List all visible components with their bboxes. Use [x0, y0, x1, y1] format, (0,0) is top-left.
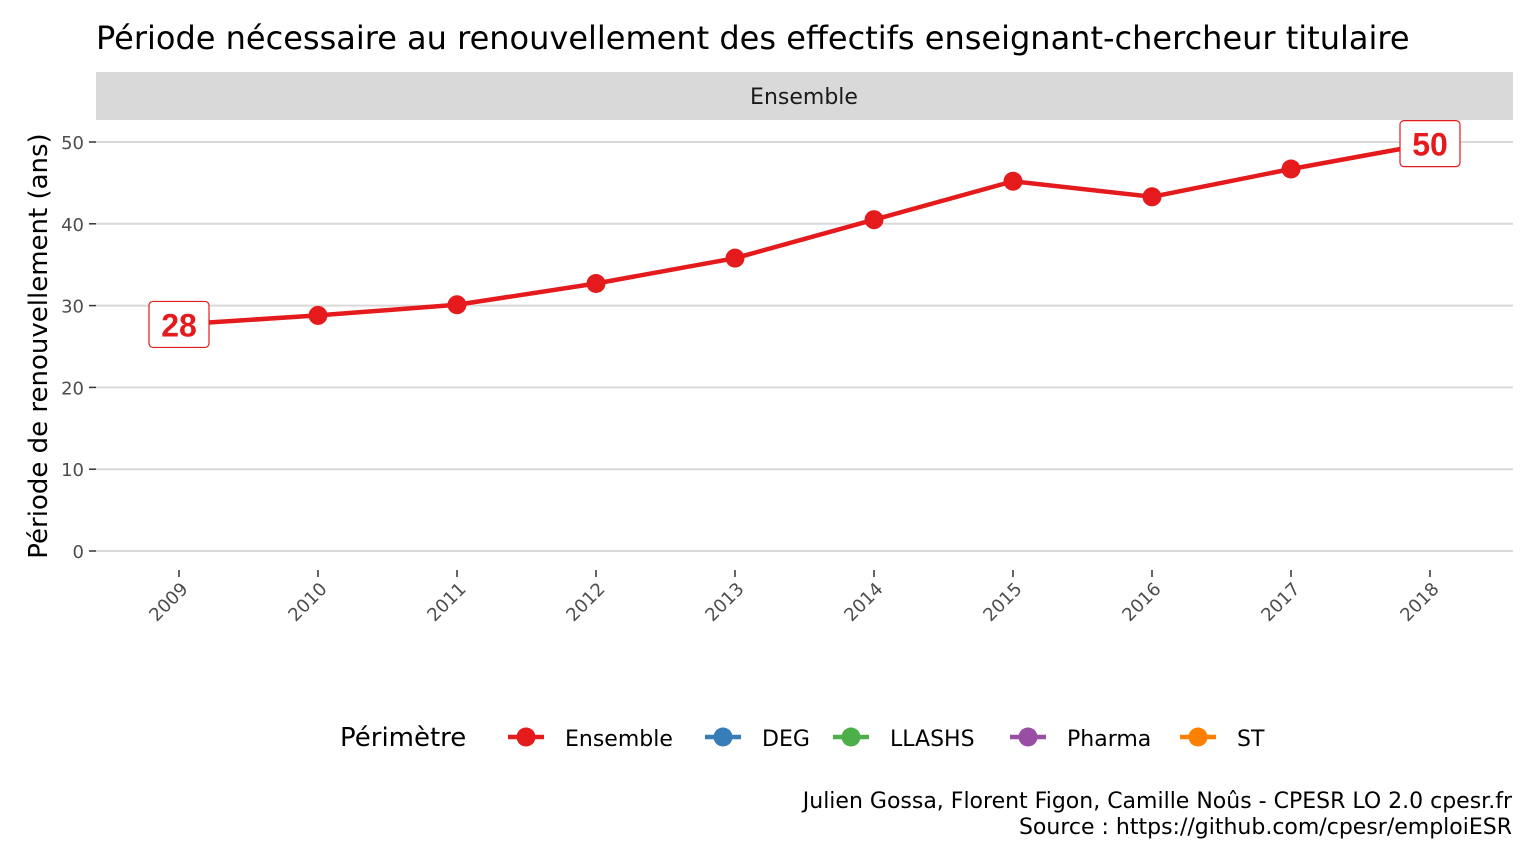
x-tick-label: 2009 [145, 579, 192, 626]
data-point [308, 305, 328, 325]
legend-key-point [516, 727, 536, 747]
y-tick-label: 30 [61, 297, 84, 318]
x-tick-label: 2015 [979, 579, 1026, 626]
x-tick-label: 2018 [1396, 579, 1443, 626]
x-tick-label: 2014 [840, 579, 887, 626]
y-tick-label: 20 [61, 378, 84, 399]
y-tick-label: 10 [61, 460, 84, 481]
legend-item-label: DEG [762, 727, 810, 752]
data-point [725, 248, 745, 268]
legend: Périmètre Ensemble DEG LLASHS Pharma ST [340, 723, 1265, 753]
legend-key-point [713, 727, 733, 747]
data-point [864, 210, 884, 230]
chart-title: Période nécessaire au renouvellement des… [96, 19, 1410, 57]
y-tick-label: 50 [61, 133, 84, 154]
legend-item-label: LLASHS [890, 727, 975, 752]
data-label: 50 [1412, 127, 1448, 163]
legend-key-point [841, 727, 861, 747]
data-label-box [1399, 120, 1461, 168]
caption-authors: Julien Gossa, Florent Figon, Camille Noû… [802, 789, 1512, 814]
series-layer [169, 134, 1440, 334]
y-axis-title: Période de renouvellement (ans) [24, 133, 54, 558]
data-point [1003, 171, 1023, 191]
grid [96, 141, 1513, 552]
y-tick-label: 0 [73, 542, 84, 563]
x-tick-label: 2011 [423, 579, 470, 626]
x-tick-label: 2012 [562, 579, 609, 626]
x-tick-label: 2013 [701, 579, 748, 626]
data-point [1281, 159, 1301, 179]
x-tick-label: 2016 [1118, 579, 1165, 626]
data-point [447, 295, 467, 315]
data-label: 28 [161, 307, 197, 343]
legend-key-point [1018, 727, 1038, 747]
legend-item-label: Ensemble [565, 727, 673, 752]
legend-item-label: Pharma [1067, 727, 1151, 752]
facet-label: Ensemble [750, 85, 858, 110]
legend-key-point [1188, 727, 1208, 747]
facet-strip [96, 72, 1513, 120]
legend-title: Périmètre [340, 723, 466, 753]
data-label-box [148, 300, 210, 349]
data-point [1142, 187, 1162, 207]
x-tick-label: 2017 [1257, 579, 1304, 626]
x-tick-label: 2010 [284, 579, 331, 626]
series-line [178, 141, 1431, 327]
legend-item-label: ST [1237, 727, 1265, 752]
caption-source: Source : https://github.com/cpesr/emploi… [1018, 815, 1512, 840]
data-point [586, 274, 606, 294]
data-labels: 28 50 [148, 120, 1461, 349]
y-tick-label: 40 [61, 215, 84, 236]
